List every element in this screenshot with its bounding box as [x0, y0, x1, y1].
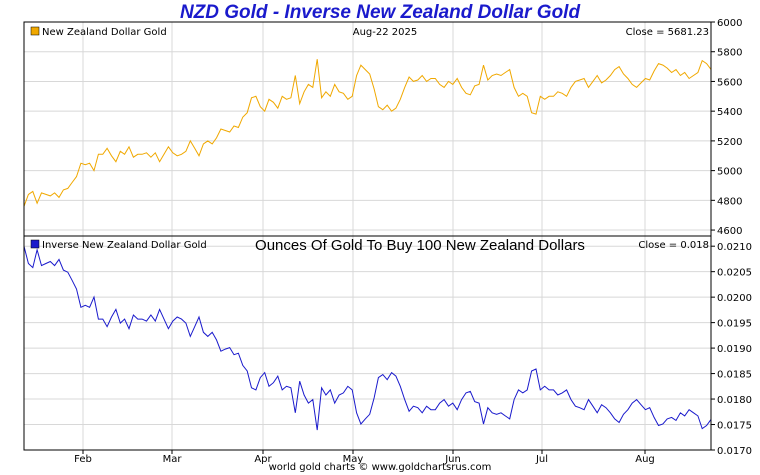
x-tick-label-jun: Jun [444, 454, 461, 465]
x-axis: Feb Mar Apr May Jun Jul Aug [74, 450, 655, 465]
top-y-tick-label: 4800 [717, 196, 742, 207]
bottom-series [23, 246, 712, 431]
x-tick-label-feb: Feb [74, 454, 92, 465]
x-tick-label-may: May [343, 454, 364, 465]
top-y-tick-label: 5800 [717, 48, 742, 59]
bottom-y-tick-label: 0.0180 [717, 395, 752, 406]
bottom-legend-label: Inverse New Zealand Dollar Gold [42, 240, 207, 251]
bottom-y-tick-label: 0.0210 [717, 242, 752, 253]
top-gridlines [24, 22, 711, 236]
top-panel: New Zealand Dollar Gold Aug-22 2025 Clos… [23, 18, 742, 237]
footer-credit: world gold charts © www.goldchartsrus.co… [268, 462, 492, 473]
top-y-tick-label: 5200 [717, 137, 742, 148]
top-series [23, 59, 712, 207]
top-y-axis: 4600 4800 5000 5200 5400 5600 5800 6000 [711, 18, 742, 237]
x-tick-label-mar: Mar [163, 454, 183, 465]
top-legend-swatch [30, 26, 40, 36]
top-legend-label: New Zealand Dollar Gold [42, 27, 167, 38]
top-series-line [23, 59, 712, 207]
bottom-subtitle: Ounces Of Gold To Buy 100 New Zealand Do… [255, 237, 585, 254]
top-y-tick-label: 5600 [717, 77, 742, 88]
top-y-tick-label: 6000 [717, 18, 742, 29]
bottom-gridlines [24, 236, 711, 450]
bottom-legend-swatch [30, 239, 40, 249]
bottom-y-tick-label: 0.0205 [717, 268, 752, 279]
bottom-y-axis: 0.0170 0.0175 0.0180 0.0185 0.0190 0.0195 0.02… [711, 242, 752, 457]
chart-title: NZD Gold - Inverse New Zealand Dollar Go… [179, 2, 581, 23]
bottom-y-tick-label: 0.0175 [717, 421, 752, 432]
top-y-tick-label: 5000 [717, 167, 742, 178]
bottom-y-tick-label: 0.0195 [717, 319, 752, 330]
bottom-y-tick-label: 0.0200 [717, 293, 752, 304]
bottom-y-tick-label: 0.0190 [717, 344, 752, 355]
top-y-tick-label: 5400 [717, 107, 742, 118]
bottom-close-label: Close = 0.018 [638, 240, 709, 251]
top-close-label: Close = 5681.23 [626, 27, 709, 38]
bottom-panel: Inverse New Zealand Dollar Gold Ounces O… [23, 235, 752, 457]
top-y-tick-label: 4600 [717, 226, 742, 237]
bottom-y-tick-label: 0.0170 [717, 446, 752, 457]
x-tick-label-aug: Aug [635, 454, 655, 465]
x-tick-label-jul: Jul [535, 454, 548, 465]
top-date-label: Aug-22 2025 [353, 27, 418, 38]
bottom-series-line [23, 246, 712, 431]
bottom-plot-frame [23, 235, 712, 451]
bottom-y-tick-label: 0.0185 [717, 370, 752, 381]
x-tick-label-apr: Apr [254, 454, 272, 465]
top-plot-frame [23, 21, 712, 237]
